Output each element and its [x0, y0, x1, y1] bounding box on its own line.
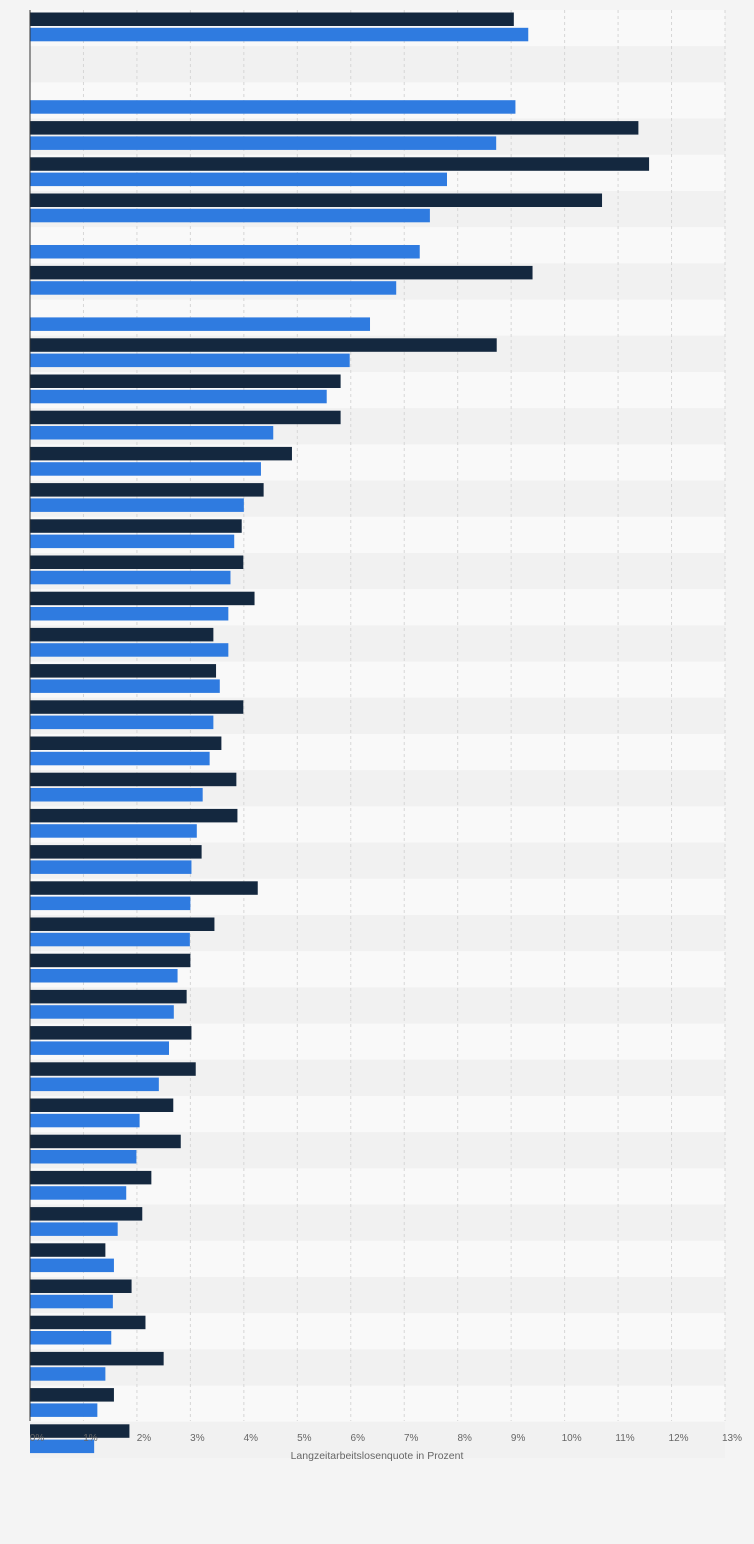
- x-tick-label: 12%: [669, 1433, 689, 1444]
- bar-series-1-row-6: [30, 193, 603, 207]
- bar-series-2-row-29: [30, 1041, 169, 1055]
- bar-series-1-row-11: [30, 374, 341, 388]
- bar-series-2-row-17: [30, 607, 229, 621]
- bar-series-1-row-33: [30, 1170, 152, 1185]
- bar-series-1-row-40: [30, 1424, 130, 1438]
- bar-series-2-row-4: [30, 136, 497, 150]
- bar-series-2-row-33: [30, 1186, 127, 1200]
- bar-series-1-row-20: [30, 700, 244, 714]
- bar-series-1-row-26: [30, 917, 215, 931]
- bar-series-1-row-34: [30, 1207, 143, 1221]
- row-band: [30, 46, 725, 83]
- bar-series-2-row-27: [30, 969, 178, 983]
- bar-series-2-row-22: [30, 788, 203, 802]
- bar-series-1-row-10: [30, 338, 497, 352]
- row-band: [30, 1385, 725, 1422]
- bar-series-2-row-9: [30, 317, 371, 331]
- bar-series-2-row-37: [30, 1331, 112, 1345]
- bar-series-2-row-6: [30, 208, 430, 223]
- bar-series-2-row-36: [30, 1294, 113, 1309]
- bar-series-2-row-11: [30, 389, 327, 404]
- x-tick-label: 7%: [404, 1433, 419, 1444]
- x-tick-label: 10%: [562, 1433, 582, 1444]
- bar-series-1-row-1: [30, 12, 514, 26]
- bar-series-2-row-13: [30, 462, 261, 476]
- bar-series-1-row-25: [30, 881, 258, 895]
- bar-series-1-row-37: [30, 1315, 146, 1330]
- bar-series-2-row-18: [30, 643, 229, 657]
- bar-series-2-row-14: [30, 498, 244, 512]
- bar-series-2-row-30: [30, 1077, 159, 1092]
- bar-series-1-row-29: [30, 1026, 192, 1040]
- bar-series-1-row-15: [30, 519, 242, 533]
- bar-series-1-row-12: [30, 410, 341, 425]
- bar-series-2-row-15: [30, 534, 235, 549]
- row-band: [30, 1277, 725, 1314]
- x-tick-label: 11%: [615, 1433, 634, 1444]
- bar-series-2-row-34: [30, 1222, 118, 1236]
- x-tick-label: 8%: [457, 1433, 472, 1444]
- bar-series-1-row-5: [30, 157, 650, 171]
- bar-series-1-row-16: [30, 555, 244, 569]
- bar-series-1-row-32: [30, 1134, 181, 1149]
- bar-series-1-row-39: [30, 1388, 114, 1402]
- bar-series-1-row-23: [30, 808, 238, 823]
- bar-series-1-row-22: [30, 772, 237, 787]
- x-tick-label: 4%: [244, 1433, 259, 1444]
- bar-series-1-row-38: [30, 1351, 164, 1366]
- bar-series-2-row-28: [30, 1005, 174, 1019]
- bar-series-2-row-21: [30, 751, 210, 766]
- bar-series-2-row-23: [30, 824, 197, 838]
- bar-series-2-row-8: [30, 281, 397, 295]
- bar-series-2-row-3: [30, 100, 516, 114]
- bar-series-2-row-16: [30, 570, 231, 585]
- bar-series-2-row-40: [30, 1439, 95, 1454]
- bar-series-1-row-24: [30, 845, 202, 859]
- bar-series-2-row-25: [30, 896, 191, 911]
- bar-series-2-row-32: [30, 1150, 137, 1164]
- x-tick-label: 13%: [722, 1433, 742, 1444]
- bar-series-1-row-30: [30, 1062, 196, 1076]
- bar-series-1-row-19: [30, 664, 217, 678]
- bar-series-2-row-19: [30, 679, 220, 693]
- row-band: [30, 1240, 725, 1277]
- row-band: [30, 1204, 725, 1241]
- bar-series-2-row-35: [30, 1258, 114, 1273]
- bar-series-2-row-20: [30, 715, 214, 730]
- bar-series-1-row-18: [30, 627, 214, 642]
- x-tick-label: 6%: [351, 1433, 366, 1444]
- row-band: [30, 1421, 725, 1458]
- bar-series-2-row-5: [30, 172, 447, 187]
- bar-series-1-row-27: [30, 953, 191, 968]
- x-tick-label: 9%: [511, 1433, 526, 1444]
- bar-series-1-row-4: [30, 121, 639, 135]
- bar-series-2-row-39: [30, 1403, 98, 1417]
- x-tick-label: 1%: [83, 1433, 98, 1444]
- bar-series-2-row-26: [30, 932, 190, 947]
- bar-series-1-row-14: [30, 483, 264, 497]
- bar-series-1-row-8: [30, 265, 533, 280]
- bar-series-1-row-13: [30, 446, 292, 461]
- bar-series-2-row-12: [30, 426, 274, 440]
- row-band: [30, 1313, 725, 1350]
- bar-series-2-row-38: [30, 1367, 106, 1381]
- bar-series-1-row-35: [30, 1243, 106, 1257]
- bar-series-1-row-21: [30, 736, 222, 750]
- x-tick-label: 3%: [190, 1433, 205, 1444]
- bar-series-1-row-36: [30, 1279, 132, 1293]
- bar-series-2-row-1: [30, 27, 529, 42]
- bar-series-2-row-10: [30, 353, 350, 368]
- bar-series-1-row-17: [30, 591, 255, 606]
- bar-series-2-row-7: [30, 245, 420, 259]
- x-axis-title: Langzeitarbeitslosenquote in Prozent: [291, 1450, 464, 1462]
- bar-series-2-row-24: [30, 860, 192, 874]
- x-tick-label: 2%: [137, 1433, 152, 1444]
- bar-series-1-row-31: [30, 1098, 174, 1112]
- x-tick-label: 5%: [297, 1433, 312, 1444]
- x-tick-label: 0%: [30, 1433, 45, 1444]
- bar-series-1-row-28: [30, 989, 187, 1004]
- bar-series-2-row-31: [30, 1113, 140, 1128]
